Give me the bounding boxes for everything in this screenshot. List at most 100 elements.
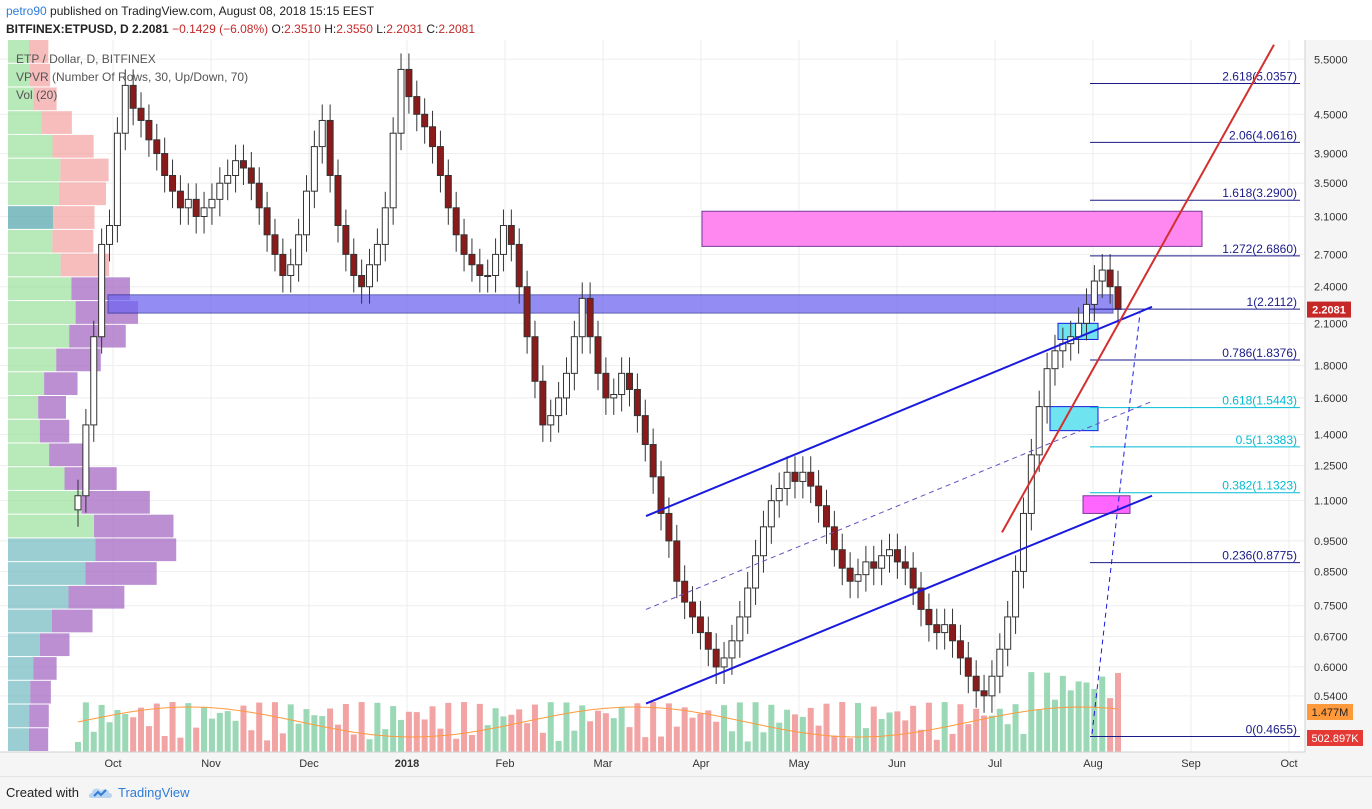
price-chart[interactable]: 0(0.4655) 0.236(0.8775) 0.382(1.1323) 0.5(1…	[0, 40, 1372, 776]
candle-body	[137, 107, 145, 121]
tradingview-link[interactable]: TradingView	[118, 785, 190, 800]
volume-bar	[429, 706, 436, 752]
candle-body	[933, 624, 941, 634]
volume-bar	[445, 702, 452, 752]
volume-bar	[933, 739, 940, 752]
candle-body	[452, 207, 460, 236]
price-tick-11: 1.2500	[1314, 461, 1348, 473]
vpvr-up-row	[8, 633, 40, 657]
time-tick-6: Apr	[692, 758, 709, 770]
candle-body	[917, 587, 925, 610]
vol-badge-1: 1.477M	[1312, 707, 1349, 719]
candle-body	[334, 174, 342, 227]
price-tick-2: 3.9000	[1314, 149, 1348, 161]
channel-lower-line	[645, 494, 1153, 705]
candle-body	[389, 132, 397, 209]
candle-body	[909, 567, 917, 589]
fib-levels: 0(0.4655) 0.236(0.8775) 0.382(1.1323) 0.5(1…	[1090, 69, 1300, 738]
low-label: L:	[376, 22, 387, 36]
candle-body	[673, 540, 681, 582]
candle-body	[436, 146, 444, 176]
candle-body	[82, 424, 90, 497]
volume-bar	[224, 711, 231, 752]
vpvr-down-row	[81, 490, 150, 514]
volume-bar	[791, 714, 798, 752]
vpvr-down-row	[52, 206, 95, 229]
candle-body	[247, 167, 255, 184]
volume-bar	[988, 715, 995, 752]
volume-bar	[1107, 698, 1114, 752]
price-tick-0: 5.5000	[1314, 54, 1348, 66]
price-tick-15: 0.7500	[1314, 601, 1348, 613]
volume-bar	[784, 709, 791, 752]
price-tick-8: 1.8000	[1314, 361, 1348, 373]
volume-bar	[1059, 675, 1066, 752]
volume-bar	[327, 708, 334, 752]
candle-body	[413, 96, 421, 115]
volume-bar	[208, 718, 215, 752]
volume-bar	[106, 722, 113, 752]
high-value: 2.3550	[336, 22, 373, 36]
candle-body	[901, 561, 909, 569]
candle-body	[744, 587, 752, 618]
author-link[interactable]: petro90	[6, 4, 47, 18]
volume-bar	[1051, 699, 1058, 752]
time-tick-11: Sep	[1181, 758, 1201, 770]
fib-label-10: 2.618(5.0357)	[1222, 69, 1297, 83]
candle-body	[1082, 303, 1090, 324]
volume-bar	[138, 707, 145, 752]
candle-body	[555, 397, 563, 417]
time-tick-2: Dec	[299, 758, 319, 770]
time-tick-4: Feb	[496, 758, 515, 770]
candle-body	[972, 675, 980, 692]
volume-bar	[453, 738, 460, 752]
vpvr-down-row	[33, 657, 57, 680]
volume-bar	[216, 712, 223, 752]
volume-bar	[1115, 672, 1121, 752]
volume-bar	[728, 731, 735, 752]
candle-body	[153, 139, 161, 155]
candle-body	[838, 549, 846, 569]
vpvr-up-row	[8, 324, 70, 348]
volume-bar	[1044, 672, 1051, 752]
volume-bar	[303, 709, 310, 752]
volume-bar	[886, 712, 893, 752]
candle-body	[271, 234, 279, 255]
price-tick-5: 2.7000	[1314, 249, 1348, 261]
volume-bar	[870, 706, 877, 752]
candle-body	[956, 640, 964, 659]
candle-body	[720, 657, 728, 668]
candle-body	[531, 336, 539, 382]
magenta-zone	[1082, 495, 1131, 514]
volume-bar	[705, 710, 712, 752]
candle-body	[610, 394, 618, 399]
price-tick-7: 2.1000	[1314, 318, 1348, 330]
candle-body	[302, 190, 310, 236]
close-value: 2.2081	[438, 22, 476, 36]
candle-body	[775, 487, 783, 502]
candle-body	[255, 182, 263, 209]
volume-bar	[949, 733, 956, 752]
plot-background	[0, 40, 1305, 752]
vpvr-up-row	[8, 490, 82, 514]
candle-body	[633, 388, 641, 417]
candle-body	[224, 174, 232, 184]
candle-body	[295, 234, 303, 266]
vpvr-down-row	[60, 253, 110, 277]
volume-ma-line	[77, 706, 1119, 738]
volume-bar	[634, 703, 641, 752]
volume-bar	[75, 742, 81, 752]
candle-body	[964, 657, 972, 677]
vpvr-down-row	[33, 87, 57, 111]
vpvr-up-row	[8, 728, 29, 751]
volume-bar	[878, 719, 885, 752]
volume-bar	[295, 723, 302, 752]
vpvr-down-row	[44, 372, 78, 395]
candle-body	[421, 113, 429, 128]
candle-body	[373, 243, 381, 266]
volume-bar	[918, 729, 925, 752]
candle-body	[1114, 286, 1122, 310]
candle-body	[216, 182, 224, 200]
vpvr-up-row	[8, 680, 31, 704]
volume-bar	[335, 724, 341, 752]
